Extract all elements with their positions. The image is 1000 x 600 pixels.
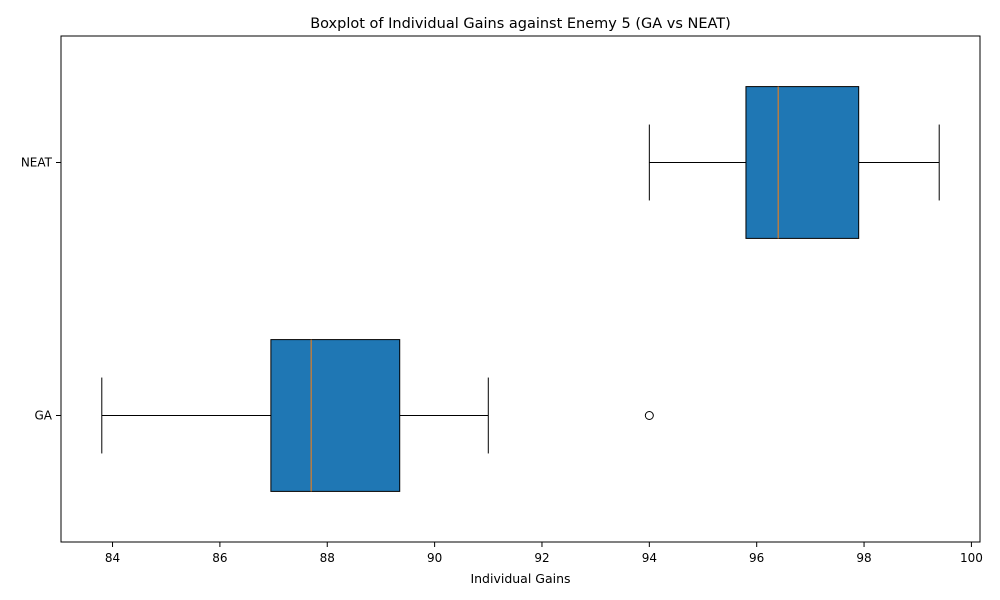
axes-frame [60,35,981,543]
box-ga [270,339,401,492]
x-tick-label: 86 [212,551,227,565]
x-tick-label: 88 [320,551,335,565]
outlier-ga [644,411,654,420]
plot-area: 84 86 88 90 92 94 96 98 100 GA NEAT [21,86,983,565]
y-tick-label: NEAT [21,156,53,170]
x-axis-label: Individual Gains [470,571,570,586]
x-tick-label: 94 [642,551,657,565]
y-tick-label: GA [34,409,52,423]
x-tick-label: 100 [960,551,983,565]
x-tick-label: 84 [105,551,120,565]
box-neat [745,86,860,239]
x-tick-label: 90 [427,551,442,565]
x-tick-label: 96 [749,551,764,565]
chart-title: Boxplot of Individual Gains against Enem… [310,16,731,32]
x-tick-label: 92 [534,551,549,565]
x-tick-label: 98 [856,551,871,565]
